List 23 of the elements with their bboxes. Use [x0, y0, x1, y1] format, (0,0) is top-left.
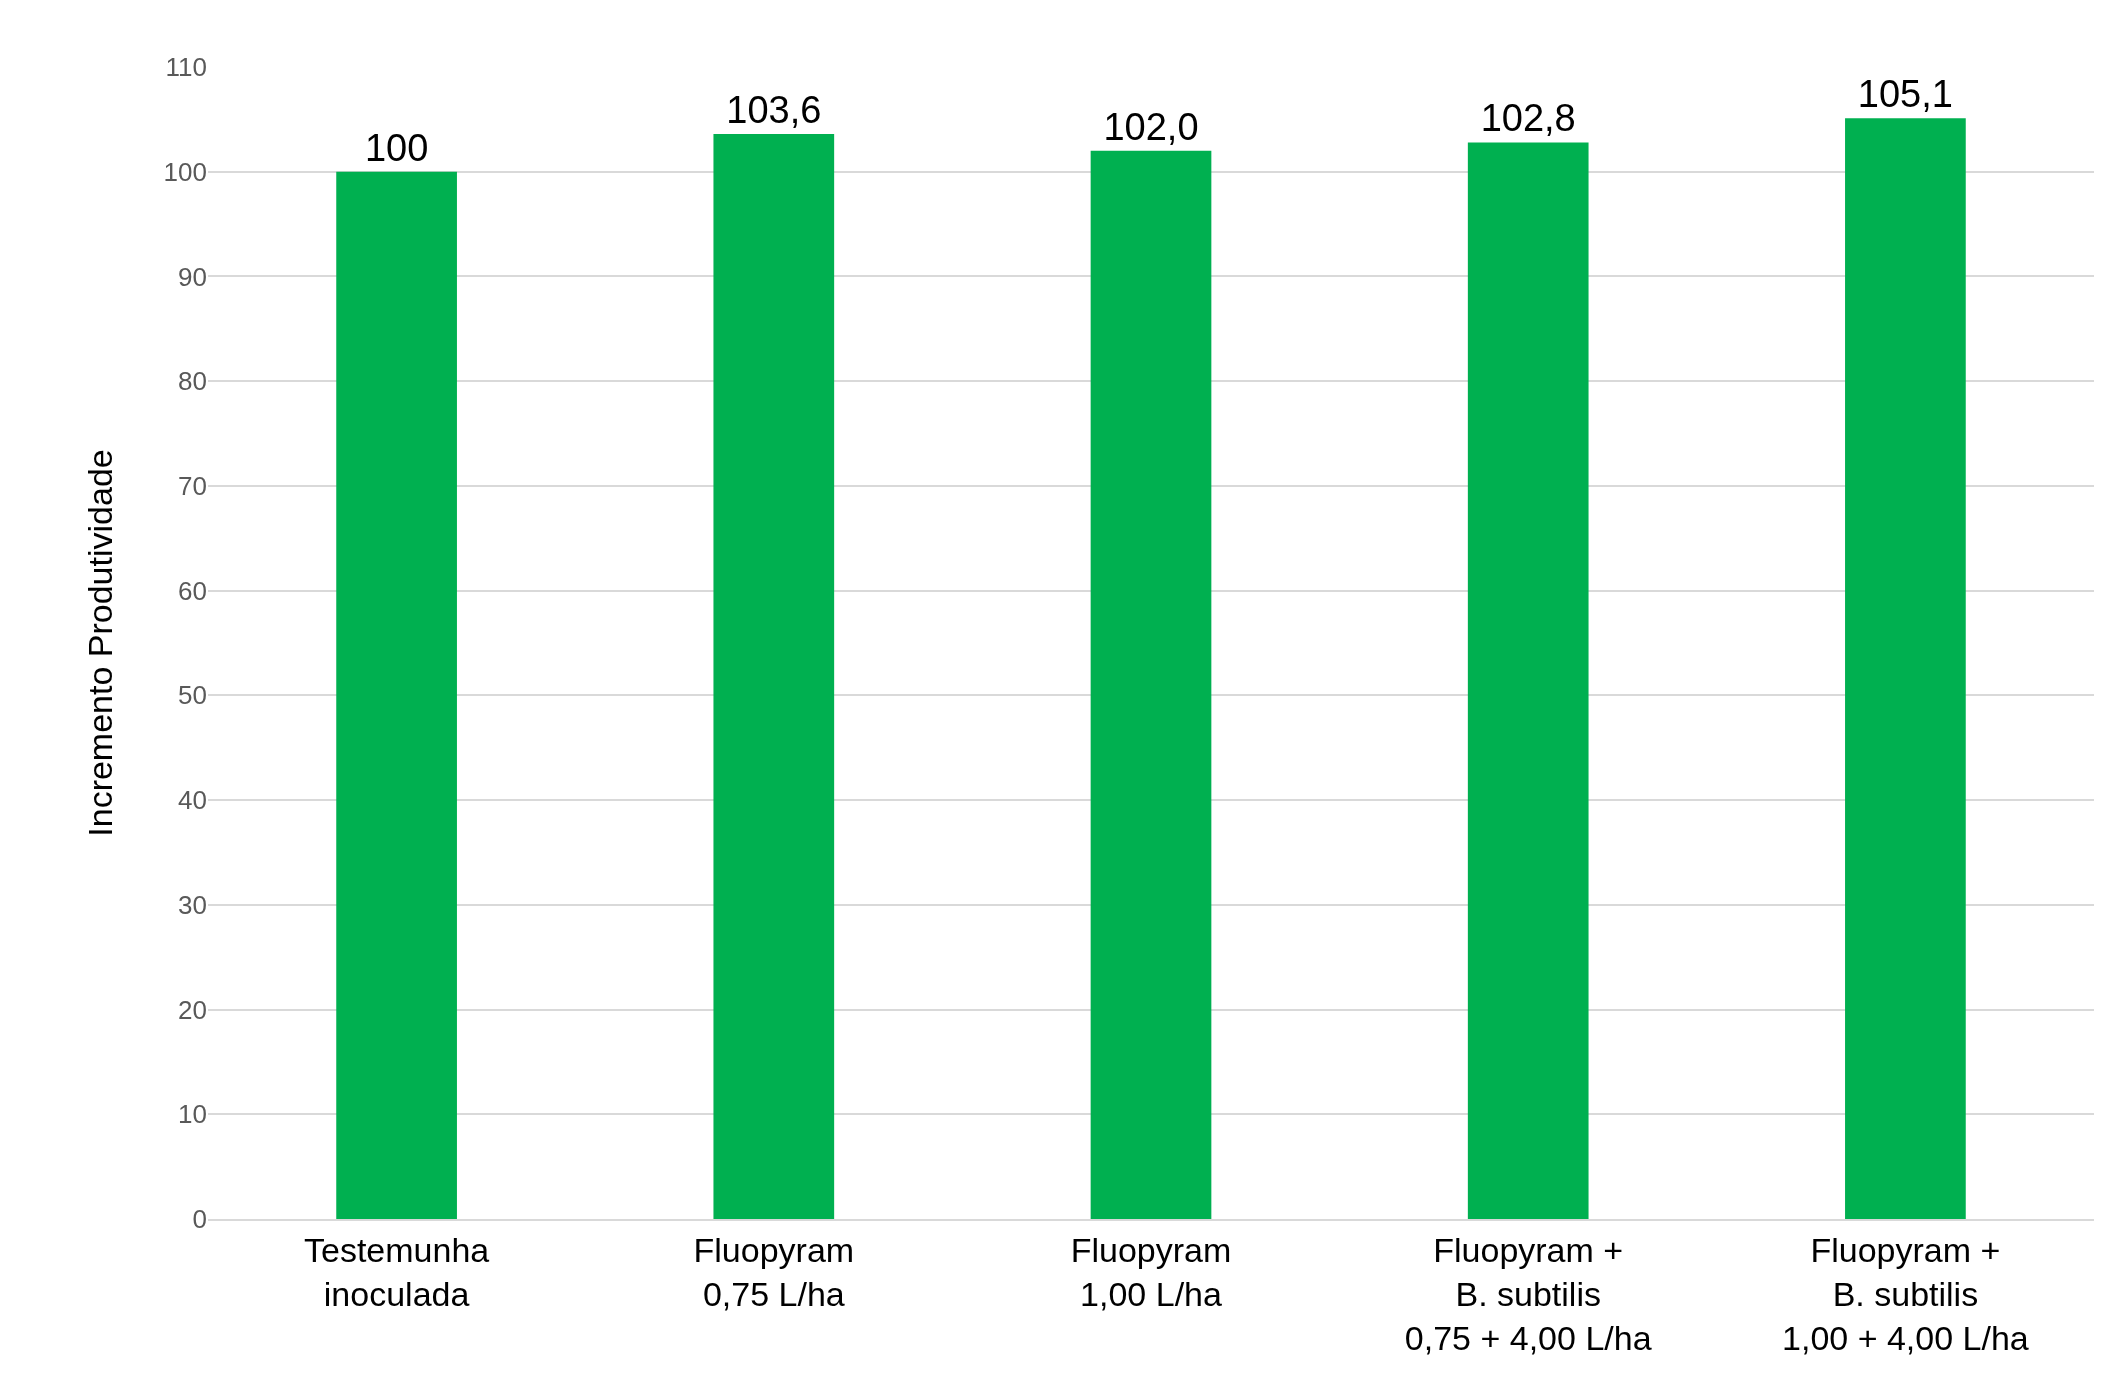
- y-tick-label: 60: [178, 575, 207, 606]
- data-label: 100: [364, 126, 429, 169]
- y-tick-label: 70: [178, 471, 207, 502]
- y-tick-label: 80: [178, 366, 207, 397]
- y-tick-label: 10: [178, 1099, 207, 1130]
- y-tick-label: 0: [192, 1204, 207, 1235]
- y-tick-label: 50: [178, 680, 207, 711]
- y-axis-title: Incremento Produtividade: [81, 449, 120, 837]
- data-label: 105,1: [1857, 73, 1953, 116]
- y-tick-label: 90: [178, 261, 207, 292]
- x-tick-label: Fluopyram + B. subtilis 1,00 + 4,00 L/ha: [1782, 1230, 2029, 1358]
- y-tick-label: 40: [178, 785, 207, 816]
- x-tick-label: Fluopyram 1,00 L/ha: [1070, 1230, 1232, 1313]
- x-tick-label: Fluopyram 0,75 L/ha: [693, 1230, 855, 1313]
- data-label: 103,6: [726, 89, 822, 132]
- y-tick-label: 110: [165, 52, 207, 83]
- x-tick-label: Fluopyram + B. subtilis 0,75 + 4,00 L/ha: [1404, 1230, 1652, 1358]
- y-tick-label: 30: [178, 889, 207, 920]
- y-tick-label: 20: [178, 994, 207, 1025]
- x-tick-label: Testemunha inoculada: [303, 1230, 490, 1313]
- data-label: 102,0: [1103, 105, 1199, 148]
- y-tick-label: 100: [163, 156, 207, 187]
- data-label: 102,8: [1480, 97, 1576, 140]
